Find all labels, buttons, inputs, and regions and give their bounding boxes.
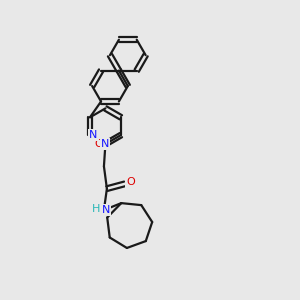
Text: O: O <box>126 177 135 188</box>
Text: N: N <box>102 205 110 215</box>
Text: O: O <box>94 139 103 149</box>
Text: H: H <box>92 204 100 214</box>
Text: N: N <box>89 130 98 140</box>
Text: N: N <box>101 139 110 149</box>
